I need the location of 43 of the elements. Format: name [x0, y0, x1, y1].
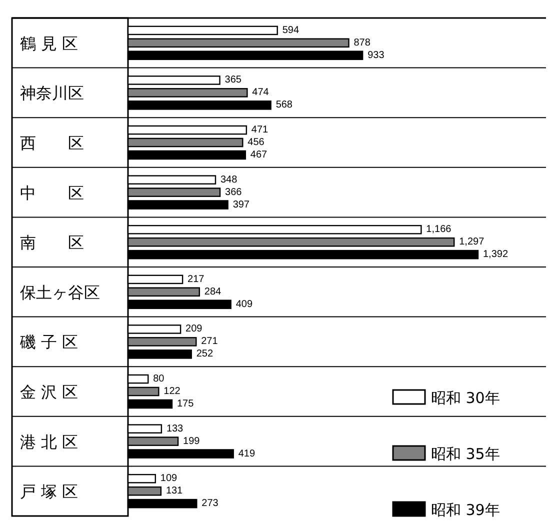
- y-tick-label: 南 区: [20, 233, 84, 252]
- data-label: 467: [250, 149, 268, 160]
- legend-label: 昭和 39年: [431, 501, 500, 519]
- y-tick-label: 西 区: [20, 134, 84, 152]
- data-label: 878: [354, 37, 371, 48]
- data-label: 273: [202, 498, 219, 510]
- data-label: 199: [183, 436, 200, 447]
- data-label: 348: [220, 174, 238, 186]
- y-tick-label: 港 北 区: [20, 432, 78, 452]
- data-label: 131: [166, 486, 184, 497]
- data-label: 568: [276, 100, 293, 111]
- data-label: 594: [282, 24, 300, 36]
- data-label: 1,166: [426, 224, 452, 236]
- data-label: 217: [188, 274, 205, 285]
- data-label: 252: [196, 348, 214, 360]
- data-label: 456: [248, 137, 265, 148]
- data-label: 80: [153, 374, 165, 385]
- data-label: 122: [164, 386, 181, 397]
- data-label: 1,392: [483, 249, 508, 260]
- legend-label: 昭和 35年: [431, 445, 500, 463]
- data-label: 209: [186, 324, 203, 335]
- data-label: 366: [225, 186, 242, 198]
- data-label: 284: [204, 286, 222, 298]
- data-label: 109: [160, 473, 178, 484]
- y-tick-label: 保土ヶ谷区: [20, 282, 100, 302]
- data-label: 133: [166, 423, 184, 434]
- data-label: 474: [252, 87, 270, 98]
- y-tick-label: 鶴 見 区: [20, 34, 78, 53]
- legend-label: 昭和 30年: [431, 389, 500, 407]
- y-tick-label: 磯 子 区: [19, 332, 78, 352]
- data-label: 365: [224, 74, 242, 86]
- data-label: 419: [238, 448, 256, 460]
- data-label: 271: [201, 336, 218, 348]
- y-tick-label: 神奈川区: [20, 84, 84, 103]
- y-tick-label: 金 沢 区: [20, 382, 78, 402]
- data-label: 471: [251, 124, 269, 136]
- data-label: 1,297: [459, 236, 485, 248]
- data-label: 397: [232, 199, 250, 210]
- y-tick-label: 中 区: [20, 183, 84, 202]
- data-label: 409: [236, 298, 253, 310]
- y-tick-label: 戸 塚 区: [20, 482, 78, 502]
- data-label: 933: [368, 50, 385, 61]
- data-label: 175: [177, 398, 194, 410]
